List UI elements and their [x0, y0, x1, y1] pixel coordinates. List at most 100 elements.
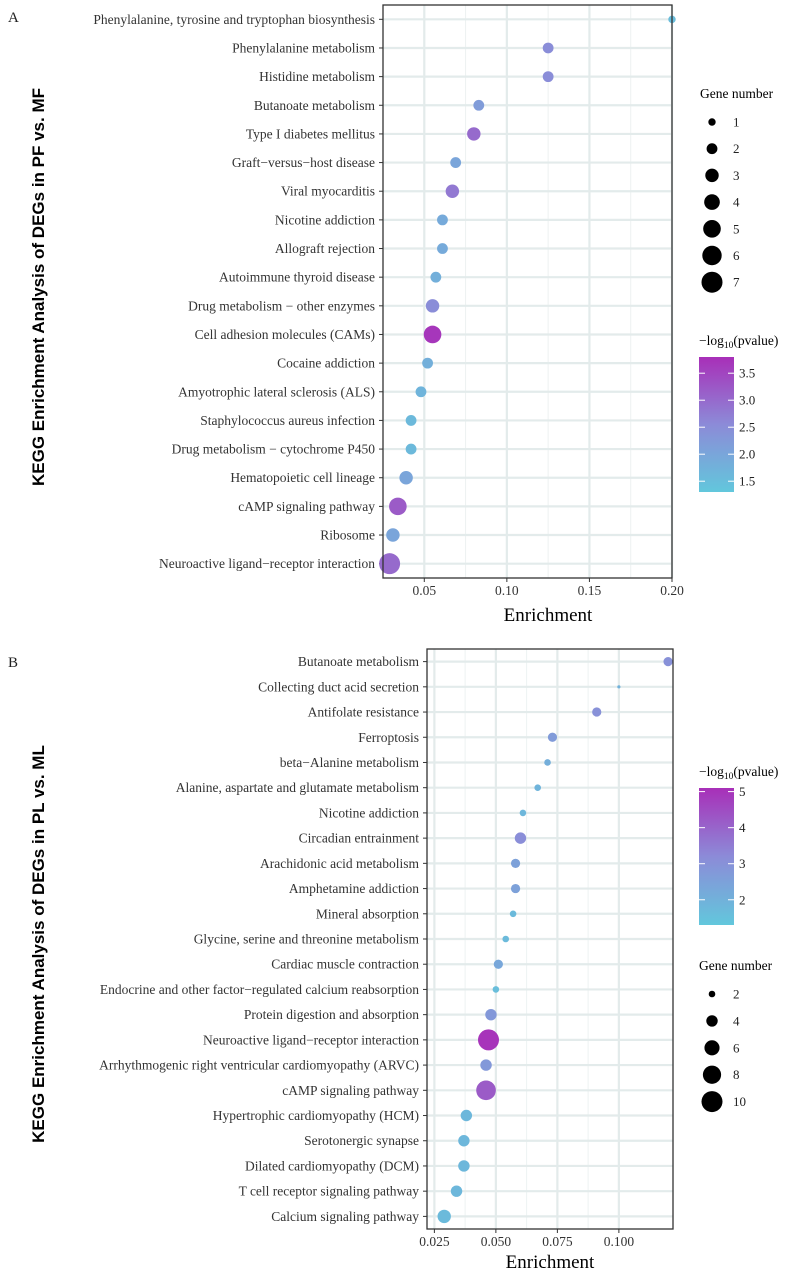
data-point	[592, 707, 602, 717]
category-label: Alanine, aspartate and glutamate metabol…	[176, 780, 420, 795]
category-label: T cell receptor signaling pathway	[239, 1184, 420, 1199]
size-legend-dot	[703, 219, 721, 238]
x-tick-label: 0.05	[412, 583, 436, 598]
data-point	[437, 1209, 451, 1224]
x-tick-label: 0.025	[419, 1234, 450, 1249]
data-point	[502, 935, 510, 943]
category-label: Neuroactive ligand−receptor interaction	[159, 556, 375, 571]
data-point	[478, 1029, 499, 1051]
category-label: Hematopoietic cell lineage	[230, 470, 375, 485]
data-point	[430, 271, 442, 283]
data-point	[445, 184, 460, 198]
data-point	[437, 214, 448, 226]
category-label: cAMP signaling pathway	[238, 499, 375, 514]
data-point	[473, 99, 485, 111]
data-point	[425, 299, 440, 313]
size-legend-label: 6	[733, 248, 740, 263]
size-legend-label: 5	[733, 221, 740, 236]
category-label: Arrhythmogenic right ventricular cardiom…	[99, 1058, 419, 1073]
plot-border	[382, 4, 673, 579]
category-label: Ferroptosis	[358, 730, 419, 745]
color-legend-title: −log10(pvalue)	[699, 333, 778, 351]
category-label: Neuroactive ligand−receptor interaction	[203, 1032, 419, 1047]
data-point	[423, 325, 442, 344]
size-legend-label: 4	[733, 195, 740, 210]
color-bar-label: 4	[739, 820, 746, 835]
category-label: Phenylalanine, tyrosine and tryptophan b…	[93, 12, 375, 27]
data-point	[405, 415, 417, 426]
color-bar-label: 2	[739, 892, 746, 907]
category-label: Drug metabolism − cytochrome P450	[172, 442, 376, 457]
data-point	[415, 386, 427, 398]
category-label: Nicotine addiction	[275, 212, 375, 227]
data-point	[492, 986, 500, 993]
color-bar-label: 3.0	[739, 393, 755, 408]
color-bar-label: 5	[739, 784, 746, 799]
x-tick-label: 0.15	[578, 583, 602, 598]
category-label: Protein digestion and absorption	[244, 1007, 419, 1022]
color-bar-label: 2.0	[739, 447, 755, 462]
size-legend-label: 10	[733, 1094, 746, 1109]
data-point	[467, 127, 481, 141]
size-legend-label: 6	[733, 1040, 740, 1055]
data-point	[450, 1185, 463, 1197]
color-legend: −log10(pvalue) 1.5 2.0 2.5 3.0 3.5	[699, 333, 778, 492]
size-legend-dot	[701, 271, 723, 293]
data-point	[379, 553, 401, 575]
category-label: Drug metabolism − other enzymes	[188, 298, 375, 313]
size-legend-dot	[708, 118, 716, 126]
data-point	[422, 357, 433, 369]
category-label: Graft−versus−host disease	[232, 155, 375, 170]
data-point	[405, 443, 417, 455]
plot-area	[383, 5, 672, 578]
size-legend-dot	[704, 194, 720, 210]
data-point	[542, 71, 554, 83]
color-bar-label: 3.5	[739, 366, 755, 381]
y-axis-title: KEGG Enrichment Analysis of DEGs in PF v…	[29, 88, 48, 486]
data-point	[460, 1109, 473, 1122]
color-legend: −log10(pvalue) 2 3 4 5	[699, 764, 778, 925]
category-label: Circadian entrainment	[299, 831, 420, 846]
category-label: Autoimmune thyroid disease	[219, 270, 375, 285]
panel-b: B KEGG Enrichment Analysis of DEGs in PL …	[8, 648, 778, 1269]
x-tick-label: 0.10	[495, 583, 519, 598]
data-point	[547, 732, 558, 742]
category-label: Nicotine addiction	[319, 805, 419, 820]
data-point	[663, 656, 673, 667]
size-legend-label: 4	[733, 1013, 740, 1028]
data-point	[458, 1135, 470, 1147]
size-legend-title: Gene number	[699, 958, 773, 973]
x-axis-title: Enrichment	[506, 1252, 595, 1269]
size-legend: Gene number 2 4 6 8 10	[699, 958, 773, 1113]
data-point	[544, 759, 551, 766]
data-point	[485, 1008, 497, 1021]
data-point	[519, 809, 527, 817]
x-axis-title: Enrichment	[504, 605, 593, 626]
size-legend-label: 3	[733, 168, 740, 183]
panel-letter: B	[8, 655, 18, 671]
category-label: Cell adhesion molecules (CAMs)	[195, 327, 375, 342]
size-legend-dot	[702, 1065, 722, 1084]
data-point	[542, 42, 554, 54]
category-label: Endocrine and other factor−regulated cal…	[100, 982, 419, 997]
size-legend-label: 8	[733, 1067, 740, 1082]
category-label: Amphetamine addiction	[289, 881, 419, 896]
x-tick-label: 0.20	[660, 583, 684, 598]
color-bar	[699, 788, 734, 925]
data-point	[617, 685, 621, 689]
category-label: Butanoate metabolism	[298, 654, 420, 669]
size-legend-dot	[706, 1015, 718, 1027]
data-point	[386, 528, 400, 542]
color-bar-label: 1.5	[739, 474, 755, 489]
category-label: Amyotrophic lateral sclerosis (ALS)	[178, 384, 375, 399]
category-label: Viral myocarditis	[281, 184, 375, 199]
category-label: Cocaine addiction	[277, 356, 375, 371]
category-label: Arachidonic acid metabolism	[260, 856, 419, 871]
size-legend-dot	[704, 1040, 720, 1056]
category-label: Allograft rejection	[275, 241, 375, 256]
category-label: Serotonergic synapse	[304, 1133, 419, 1148]
size-legend-label: 2	[733, 987, 740, 1002]
panel-letter: A	[8, 10, 19, 26]
y-axis-title: KEGG Enrichment Analysis of DEGs in PL v…	[29, 745, 48, 1143]
category-label: Calcium signaling pathway	[271, 1209, 419, 1224]
